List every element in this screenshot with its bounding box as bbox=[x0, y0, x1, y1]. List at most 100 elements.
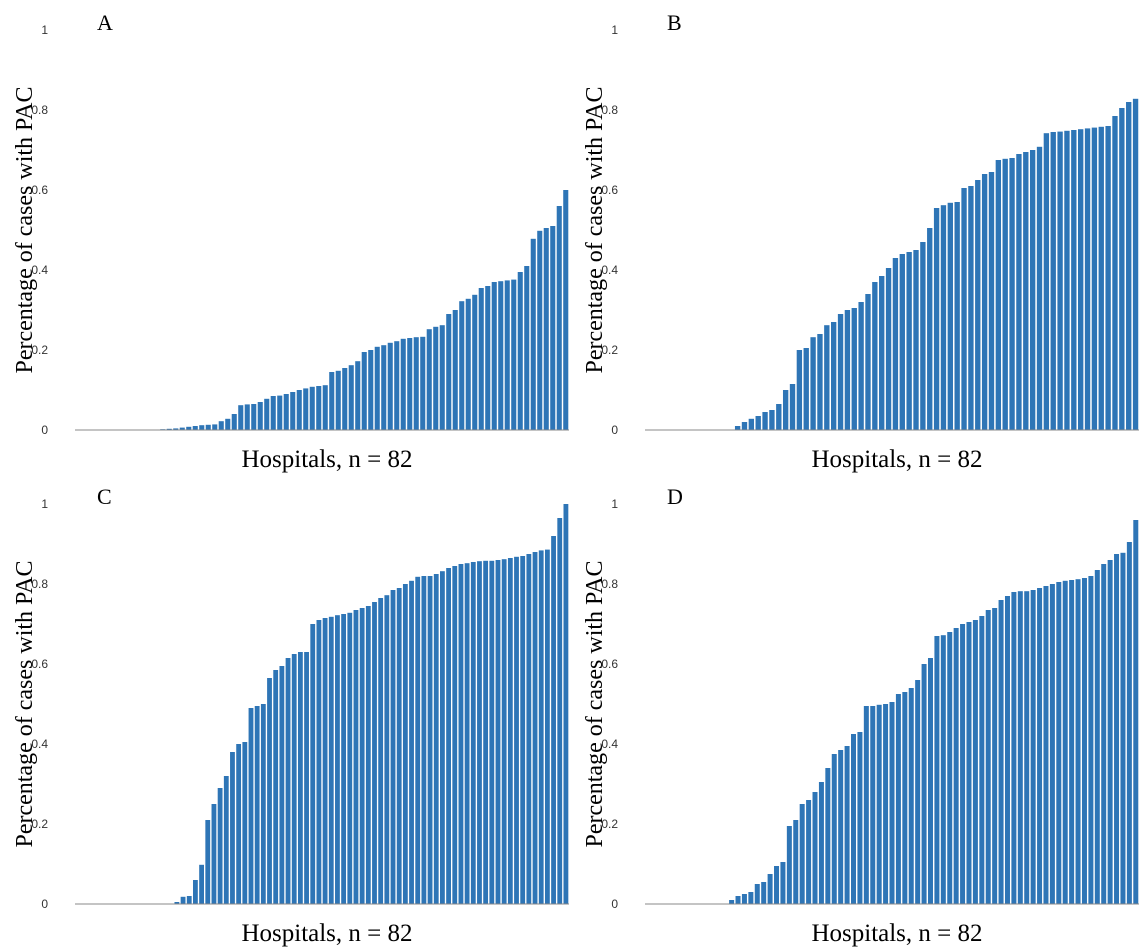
bar bbox=[472, 294, 478, 430]
bar bbox=[478, 288, 484, 430]
bar bbox=[972, 620, 978, 904]
bar bbox=[439, 325, 445, 430]
bar bbox=[799, 804, 805, 904]
bar bbox=[316, 386, 322, 430]
bar bbox=[1016, 154, 1022, 430]
bar bbox=[242, 742, 248, 904]
panel-a: 0 0.2 0.4 0.6 0.8 1 A Percentage of cases with … bbox=[0, 0, 570, 473]
bar bbox=[173, 428, 179, 430]
bar bbox=[458, 564, 464, 904]
y-tick-label: 0.4 bbox=[31, 263, 48, 277]
bar bbox=[511, 279, 517, 430]
bar bbox=[407, 338, 413, 430]
bar bbox=[507, 558, 513, 904]
bar bbox=[947, 202, 953, 430]
bar bbox=[291, 654, 297, 904]
bar bbox=[1094, 570, 1100, 904]
bar bbox=[806, 800, 812, 904]
bar bbox=[876, 704, 882, 904]
bar bbox=[1133, 520, 1139, 904]
bar bbox=[335, 370, 341, 430]
panel-d: 0 0.2 0.4 0.6 0.8 1 D Percentage of cases with … bbox=[570, 474, 1140, 947]
bar bbox=[491, 282, 497, 430]
bar bbox=[825, 768, 831, 904]
bar bbox=[915, 680, 921, 904]
bar bbox=[218, 421, 224, 430]
bar bbox=[390, 590, 396, 904]
bar bbox=[236, 744, 242, 904]
bar bbox=[1004, 596, 1010, 904]
bar bbox=[734, 426, 741, 430]
bar bbox=[211, 804, 217, 904]
bar bbox=[1107, 560, 1113, 904]
bar bbox=[355, 361, 361, 430]
bar bbox=[741, 422, 748, 430]
bar bbox=[396, 588, 402, 904]
y-tick-label: 0.6 bbox=[601, 183, 618, 197]
chart-a: 0 0.2 0.4 0.6 0.8 1 A Percentage of cases with … bbox=[12, 10, 569, 473]
bar bbox=[166, 428, 172, 430]
bar bbox=[470, 562, 476, 904]
bar bbox=[988, 172, 995, 430]
bar bbox=[304, 652, 309, 904]
bar bbox=[755, 416, 761, 430]
bar bbox=[975, 180, 981, 430]
panel-b: 0 0.2 0.4 0.6 0.8 1 B Percentage of cases with … bbox=[570, 0, 1140, 473]
bar bbox=[1069, 580, 1075, 904]
bar bbox=[495, 560, 501, 904]
bar bbox=[824, 325, 830, 430]
bar bbox=[1037, 588, 1043, 904]
bar bbox=[908, 688, 914, 904]
bar bbox=[186, 426, 192, 430]
bar bbox=[954, 202, 960, 430]
bar bbox=[328, 616, 334, 904]
bar bbox=[796, 350, 803, 430]
bar bbox=[551, 536, 556, 904]
bar bbox=[526, 554, 532, 904]
bar bbox=[1126, 542, 1132, 904]
bar bbox=[947, 632, 953, 904]
bar bbox=[225, 418, 231, 430]
bar bbox=[913, 250, 919, 430]
bar bbox=[433, 574, 439, 904]
bar bbox=[780, 862, 786, 904]
bar bbox=[1011, 592, 1017, 904]
bar bbox=[920, 242, 926, 430]
bar bbox=[1112, 116, 1118, 430]
bar bbox=[837, 314, 844, 430]
y-axis-label: Percentage of cases with PAC bbox=[582, 560, 608, 847]
panel-letter: A bbox=[97, 10, 113, 35]
bar bbox=[985, 610, 991, 904]
bar bbox=[838, 750, 844, 904]
bar bbox=[260, 704, 266, 904]
panel-letter: B bbox=[667, 10, 682, 35]
bar bbox=[844, 746, 850, 904]
bar bbox=[940, 635, 946, 904]
bar bbox=[851, 734, 856, 904]
bar bbox=[885, 268, 892, 430]
bar bbox=[857, 732, 863, 904]
bar bbox=[1075, 579, 1081, 904]
bar bbox=[248, 708, 254, 904]
bar bbox=[394, 341, 400, 430]
y-tick-label: 0.8 bbox=[31, 577, 48, 591]
bar bbox=[776, 404, 782, 430]
bar bbox=[322, 618, 328, 904]
bar bbox=[223, 776, 229, 904]
bar bbox=[1105, 126, 1111, 430]
y-tick-label: 0.6 bbox=[601, 657, 618, 671]
bar bbox=[1101, 564, 1107, 904]
bar bbox=[818, 782, 824, 904]
bar bbox=[1043, 586, 1049, 904]
bar bbox=[902, 692, 908, 904]
bar bbox=[413, 337, 419, 430]
y-tick-label: 0 bbox=[611, 423, 618, 437]
bar bbox=[858, 302, 864, 430]
bar bbox=[1029, 150, 1036, 430]
bar bbox=[803, 348, 809, 430]
bar bbox=[335, 615, 340, 904]
bar bbox=[264, 398, 270, 430]
bar bbox=[309, 386, 315, 430]
bar bbox=[1049, 584, 1055, 904]
bar bbox=[283, 394, 289, 430]
